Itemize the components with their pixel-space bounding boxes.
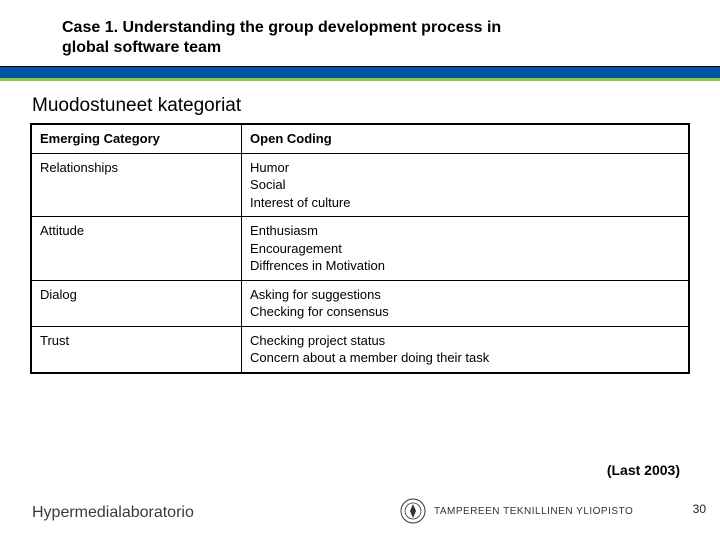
- footer-left-text: Hypermedialaboratorio: [32, 504, 194, 522]
- header-stripes: [0, 67, 720, 81]
- footer-logo: TAMPEREEN TEKNILLINEN YLIOPISTO: [400, 498, 633, 524]
- coding-item: Diffrences in Motivation: [250, 257, 680, 275]
- table-row: Attitude Enthusiasm Encouragement Diffre…: [31, 217, 689, 281]
- table-row: Dialog Asking for suggestions Checking f…: [31, 280, 689, 326]
- university-seal-icon: [400, 498, 426, 524]
- coding-item: Concern about a member doing their task: [250, 349, 680, 367]
- cell-coding: Checking project status Concern about a …: [242, 326, 689, 373]
- coding-item: Encouragement: [250, 240, 680, 258]
- coding-item: Social: [250, 176, 680, 194]
- coding-item: Humor: [250, 159, 680, 177]
- table-row: Trust Checking project status Concern ab…: [31, 326, 689, 373]
- coding-item: Interest of culture: [250, 194, 680, 212]
- stripe-blue: [0, 67, 720, 78]
- cell-coding: Humor Social Interest of culture: [242, 153, 689, 217]
- column-header-coding: Open Coding: [242, 124, 689, 153]
- cell-coding: Enthusiasm Encouragement Diffrences in M…: [242, 217, 689, 281]
- coding-item: Asking for suggestions: [250, 286, 680, 304]
- categories-table: Emerging Category Open Coding Relationsh…: [30, 123, 690, 374]
- slide-title: Case 1. Understanding the group developm…: [62, 18, 502, 58]
- cell-category: Trust: [31, 326, 242, 373]
- cell-category: Relationships: [31, 153, 242, 217]
- coding-item: Checking project status: [250, 332, 680, 350]
- table-container: Emerging Category Open Coding Relationsh…: [0, 123, 720, 374]
- title-area: Case 1. Understanding the group developm…: [0, 0, 720, 67]
- table-header-row: Emerging Category Open Coding: [31, 124, 689, 153]
- column-header-category: Emerging Category: [31, 124, 242, 153]
- coding-item: Checking for consensus: [250, 303, 680, 321]
- coding-item: Enthusiasm: [250, 222, 680, 240]
- page-number: 30: [693, 502, 706, 516]
- university-name: TAMPEREEN TEKNILLINEN YLIOPISTO: [434, 506, 633, 517]
- cell-category: Attitude: [31, 217, 242, 281]
- cell-coding: Asking for suggestions Checking for cons…: [242, 280, 689, 326]
- subheading: Muodostuneet kategoriat: [0, 81, 720, 123]
- citation: (Last 2003): [607, 462, 680, 478]
- cell-category: Dialog: [31, 280, 242, 326]
- table-row: Relationships Humor Social Interest of c…: [31, 153, 689, 217]
